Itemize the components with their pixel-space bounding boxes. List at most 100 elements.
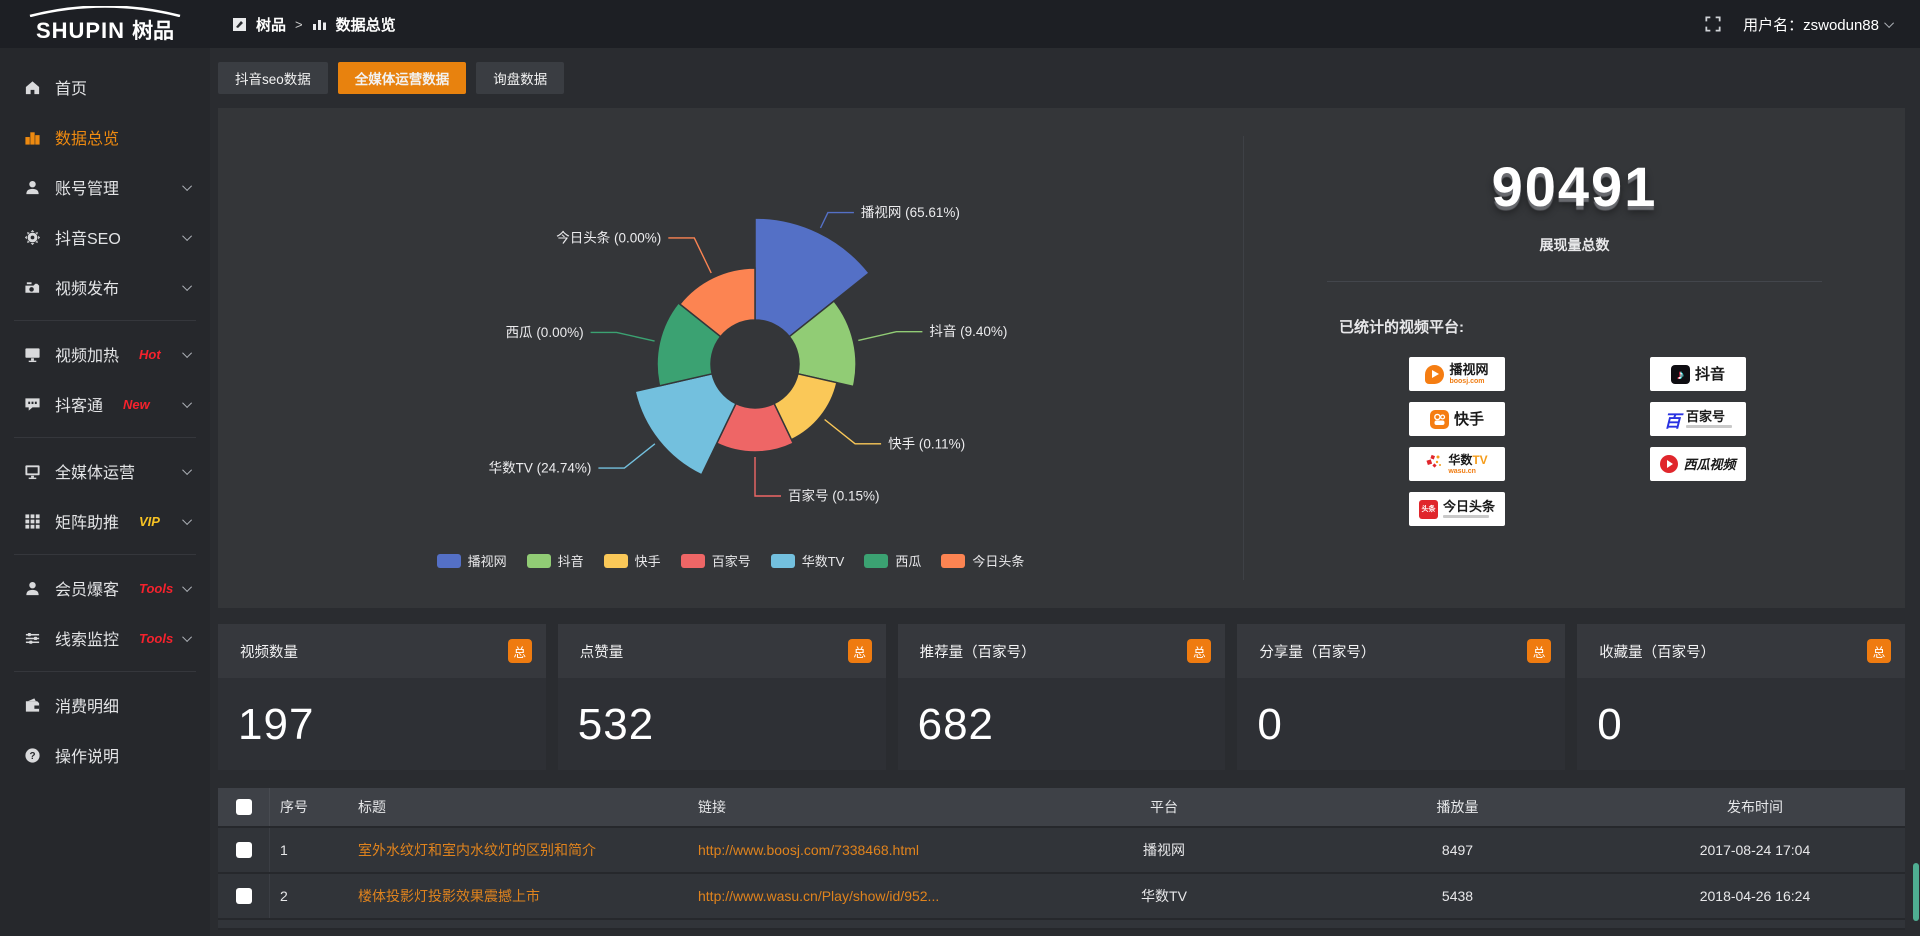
chart-column: 播视网 (65.61%) 抖音 (9.40%) 快手 (0.11%) 百家号 (0.1… xyxy=(218,108,1243,608)
breadcrumb: 树品 > 数据总览 xyxy=(232,14,396,35)
breadcrumb-current: 数据总览 xyxy=(335,16,396,34)
stat-card-label: 分享量（百家号） xyxy=(1259,644,1376,661)
cell-platform: 播视网 xyxy=(1143,842,1185,858)
svg-text:百家号 (0.15%): 百家号 (0.15%) xyxy=(788,488,880,504)
platform-badge-xigua: 西瓜视频 xyxy=(1650,447,1746,481)
chevron-down-icon xyxy=(182,180,193,191)
sidebar-item-help[interactable]: ? 操作说明 xyxy=(0,730,210,780)
bar-chart-icon xyxy=(312,20,326,30)
sidebar-item-data-overview[interactable]: 数据总览 xyxy=(0,112,210,162)
legend-item[interactable]: 西瓜 xyxy=(864,551,921,570)
sidebar-item-douketong[interactable]: 抖客通 New xyxy=(0,379,210,429)
sidebar-item-video-heat[interactable]: 视频加热 Hot xyxy=(0,329,210,379)
row-checkbox[interactable] xyxy=(235,842,252,858)
chevron-down-icon xyxy=(182,631,193,642)
wallet-icon xyxy=(24,697,41,714)
platform-badge-douyin: ♪ 抖音 xyxy=(1650,357,1746,391)
select-all-checkbox[interactable] xyxy=(235,799,252,815)
stat-card-value: 0 xyxy=(1257,700,1283,749)
sidebar-item-matrix-boost[interactable]: 矩阵助推 VIP xyxy=(0,496,210,546)
sidebar-item-account[interactable]: 账号管理 xyxy=(0,162,210,212)
chevron-down-icon xyxy=(182,280,193,291)
form-icon xyxy=(233,17,246,31)
video-url-link[interactable]: http://www.boosj.com/7338468.html xyxy=(698,842,920,858)
row-checkbox[interactable] xyxy=(235,888,252,904)
fullscreen-icon[interactable] xyxy=(1705,16,1721,32)
tab-douyin-seo[interactable]: 抖音seo数据 xyxy=(218,62,328,94)
tools-badge: Tools xyxy=(139,630,174,646)
tab-omnimedia-data[interactable]: 全媒体运营数据 xyxy=(337,62,467,94)
cell-time: 2018-04-26 16:24 xyxy=(1699,888,1811,904)
total-badge: 总 xyxy=(507,639,532,663)
platforms-title: 已统计的视频平台: xyxy=(1339,319,1464,336)
impressions-total-label: 展现量总数 xyxy=(1539,237,1610,253)
sidebar-item-member-burst[interactable]: 会员爆客 Tools xyxy=(0,563,210,613)
rose-chart: 播视网 (65.61%) 抖音 (9.40%) 快手 (0.11%) 百家号 (0.1… xyxy=(489,205,1008,504)
total-badge: 总 xyxy=(1866,639,1891,663)
sidebar-item-label: 视频加热 xyxy=(55,348,120,365)
chevron-down-icon xyxy=(1884,17,1895,28)
boosj-logo-icon xyxy=(1425,364,1445,384)
stat-card-label: 视频数量 xyxy=(240,644,298,661)
impressions-total: 90491 xyxy=(1491,155,1658,218)
sidebar-item-label: 抖音SEO xyxy=(55,231,121,248)
legend-item[interactable]: 播视网 xyxy=(436,551,507,570)
table-row: 1 室外水纹灯和室内水纹灯的区别和简介 http://www.boosj.com… xyxy=(218,828,1905,874)
legend-item[interactable]: 快手 xyxy=(603,551,661,570)
svg-text:快手 (0.11%): 快手 (0.11%) xyxy=(888,436,965,451)
legend-item[interactable]: 百家号 xyxy=(680,551,751,570)
cell-time: 2017-08-24 17:04 xyxy=(1699,842,1811,858)
cell-no: 2 xyxy=(280,888,288,904)
col-header-link: 链接 xyxy=(698,799,726,815)
svg-text:播视网 (65.61%): 播视网 (65.61%) xyxy=(861,205,960,220)
username-menu[interactable]: 用户名：zswodun88 xyxy=(1743,14,1895,35)
xigua-logo-icon xyxy=(1660,455,1679,473)
vip-badge: VIP xyxy=(139,513,160,529)
svg-text:西瓜 (0.00%): 西瓜 (0.00%) xyxy=(506,325,584,340)
sidebar-item-douyin-seo[interactable]: 抖音SEO xyxy=(0,212,210,262)
video-title-link[interactable]: 室外水纹灯和室内水纹灯的区别和简介 xyxy=(358,842,596,858)
sidebar-item-home[interactable]: 首页 xyxy=(0,62,210,112)
svg-text:?: ? xyxy=(29,750,35,761)
legend-item[interactable]: 今日头条 xyxy=(941,551,1024,570)
scrollbar-thumb[interactable] xyxy=(1913,863,1919,921)
sidebar-item-label: 视频发布 xyxy=(55,281,120,298)
logo-text-en: SHUPIN xyxy=(35,17,126,43)
tab-inquiry-data[interactable]: 询盘数据 xyxy=(476,62,565,94)
cell-plays: 8497 xyxy=(1441,842,1474,858)
sidebar-divider xyxy=(14,671,196,672)
sidebar-divider xyxy=(14,554,196,555)
col-header-time: 发布时间 xyxy=(1727,799,1783,815)
platforms-grid: 播视网 boosj.com ♪ 抖音 快手 百 百家号 华数TV xyxy=(1409,357,1905,526)
col-header-title: 标题 xyxy=(358,799,386,815)
sidebar-item-omnimedia[interactable]: 全媒体运营 xyxy=(0,446,210,496)
stat-card-favorites: 收藏量（百家号） 总 0 xyxy=(1577,624,1905,770)
video-title-link[interactable]: 楼体投影灯投影效果震撼上市 xyxy=(358,888,540,904)
legend-item[interactable]: 抖音 xyxy=(526,551,584,570)
chevron-down-icon xyxy=(182,397,193,408)
chat-icon xyxy=(24,396,41,413)
table-header-row: 序号 标题 链接 平台 播放量 发布时间 xyxy=(218,788,1905,828)
sidebar-item-video-publish[interactable]: 视频发布 xyxy=(0,262,210,312)
table-row-partial xyxy=(218,920,1905,930)
breadcrumb-root[interactable]: 树品 xyxy=(256,16,287,34)
sidebar-item-label: 消费明细 xyxy=(55,699,120,716)
home-icon xyxy=(24,79,41,96)
baijiahao-slogan xyxy=(1686,425,1732,428)
video-url-link[interactable]: http://www.wasu.cn/Play/show/id/952... xyxy=(698,888,940,904)
svg-text:抖音 (9.40%): 抖音 (9.40%) xyxy=(929,323,1007,339)
logo-text-cn: 树品 xyxy=(132,19,175,43)
hot-badge: Hot xyxy=(139,346,161,362)
chevron-down-icon xyxy=(182,347,193,358)
toutiao-slogan xyxy=(1442,515,1489,518)
grid-icon xyxy=(24,513,41,530)
sidebar-item-label: 会员爆客 xyxy=(55,582,120,599)
stat-card-shares: 分享量（百家号） 总 0 xyxy=(1237,624,1566,770)
sidebar-item-spend-detail[interactable]: 消费明细 xyxy=(0,680,210,730)
legend-item[interactable]: 华数TV xyxy=(770,551,844,570)
app-logo: SHUPIN 树品 xyxy=(0,0,210,48)
sidebar-item-label: 全媒体运营 xyxy=(55,465,136,482)
sidebar-item-lead-monitor[interactable]: 线索监控 Tools xyxy=(0,613,210,663)
username-label: 用户名：zswodun88 xyxy=(1743,16,1879,34)
stat-card-label: 推荐量（百家号） xyxy=(919,644,1036,661)
